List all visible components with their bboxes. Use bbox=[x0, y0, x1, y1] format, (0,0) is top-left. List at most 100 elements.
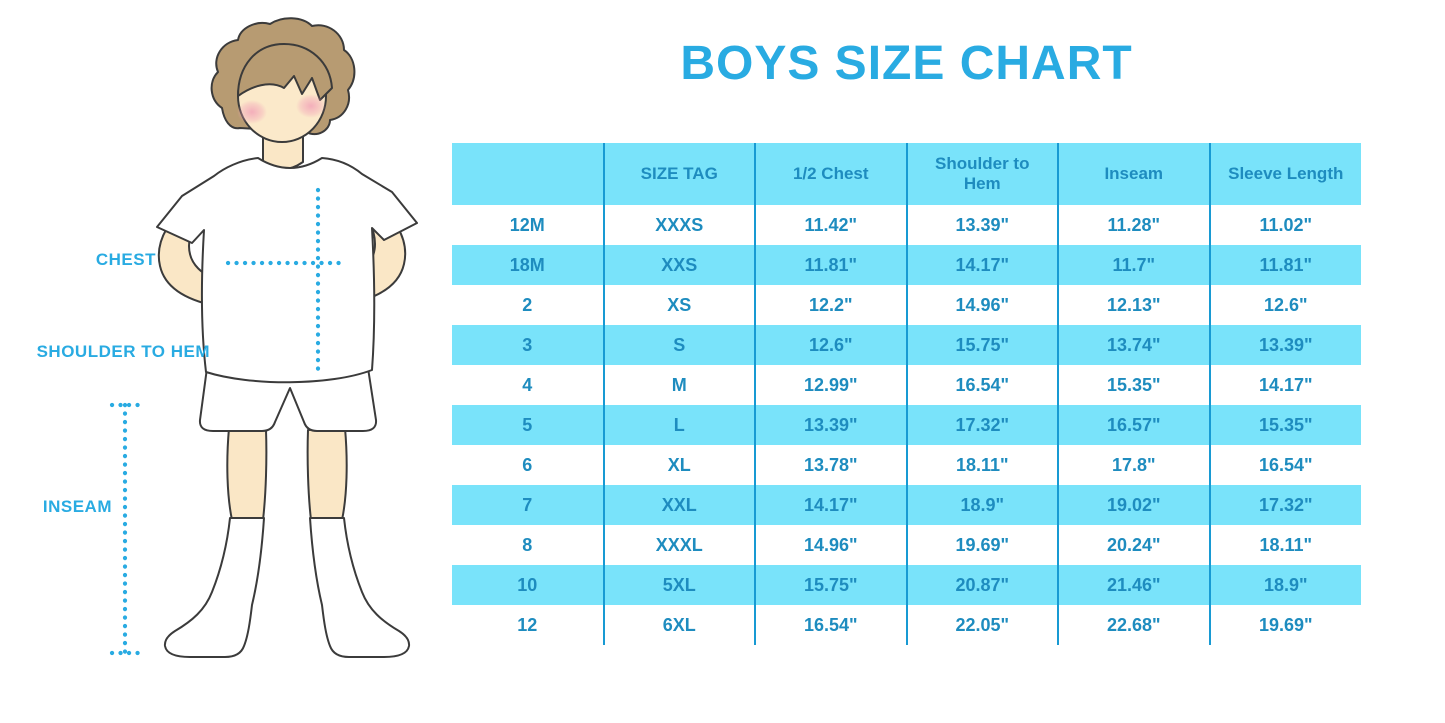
table-cell: 15.75" bbox=[754, 565, 907, 605]
table-cell: 3 bbox=[452, 325, 604, 365]
table-cell: 18.11" bbox=[905, 445, 1058, 485]
table-cell: 2 bbox=[522, 294, 533, 315]
table-cell: 18.9" bbox=[905, 485, 1058, 525]
table-cell: L bbox=[602, 405, 755, 445]
table-cell: 13.78" bbox=[754, 445, 907, 485]
table-cell: 6XL bbox=[602, 605, 755, 645]
measurement-guides bbox=[109, 187, 348, 656]
table-cell: 14.17" bbox=[1208, 365, 1361, 405]
table-cell: 22.05" bbox=[905, 605, 1058, 645]
table-cell: 13.39" bbox=[1208, 325, 1361, 365]
table-cell: 20.24" bbox=[1057, 525, 1210, 565]
boy-hair-fringe bbox=[237, 43, 333, 101]
boy-illustration bbox=[109, 17, 418, 658]
table-cell: 11.81" bbox=[754, 245, 907, 285]
table-cell: 12M bbox=[509, 214, 545, 235]
boy-legs bbox=[226, 427, 348, 521]
column-header-1-2-chest: 1/2 Chest bbox=[754, 143, 907, 205]
table-cell: 22.68" bbox=[1057, 605, 1210, 645]
table-cell: XL bbox=[602, 445, 755, 485]
table-row-size-3: 3 S 12.6" 15.75" 13.74" 13.39" bbox=[452, 325, 1361, 365]
table-cell: 18M bbox=[452, 245, 604, 285]
table-cell: 11.28" bbox=[1057, 205, 1210, 245]
table-cell: 12.6" bbox=[1208, 285, 1361, 325]
table-cell: 15.75" bbox=[905, 325, 1058, 365]
table-cell: 12.13" bbox=[1057, 285, 1210, 325]
table-cell: 8 bbox=[522, 534, 533, 555]
table-cell: 12.2" bbox=[754, 285, 907, 325]
chest-label: CHEST bbox=[95, 250, 156, 269]
table-cell: 15.35" bbox=[1208, 405, 1361, 445]
size-table: SIZE TAG 1/2 Chest Shoulder to Hem Inseam Sl… bbox=[452, 143, 1361, 645]
table-cell: 19.02" bbox=[1057, 485, 1210, 525]
table-row-size-10: 10 5XL 15.75" 20.87" 21.46" 18.9" bbox=[452, 565, 1361, 605]
table-cell: 18.11" bbox=[1208, 525, 1361, 565]
table-cell: 5XL bbox=[602, 565, 755, 605]
header-row: SIZE TAG 1/2 Chest Shoulder to Hem Inseam Sl… bbox=[452, 143, 1361, 205]
size-table-header: SIZE TAG 1/2 Chest Shoulder to Hem Inseam Sl… bbox=[452, 143, 1361, 205]
table-cell: XXL bbox=[602, 485, 755, 525]
table-row-size-18m: 18M XXS 11.81" 14.17" 11.7" 11.81" bbox=[452, 245, 1361, 285]
table-cell: XS bbox=[602, 285, 755, 325]
table-cell: 19.69" bbox=[905, 525, 1058, 565]
page-title: BOYS SIZE CHART bbox=[680, 37, 1133, 90]
table-cell: 16.57" bbox=[1057, 405, 1210, 445]
table-cell: 13.39" bbox=[754, 405, 907, 445]
table-row-size-8: 8 XXXL 14.96" 19.69" 20.24" 18.11" bbox=[452, 525, 1361, 565]
table-cell: 4 bbox=[522, 374, 533, 395]
table-row-size-7: 7 XXL 14.17" 18.9" 19.02" 17.32" bbox=[452, 485, 1361, 525]
table-cell: 17.32" bbox=[905, 405, 1058, 445]
table-row-size-12m: 12M XXXS 11.42" 13.39" 11.28" 11.02" bbox=[452, 205, 1361, 245]
column-header-inseam: Inseam bbox=[1057, 143, 1210, 205]
table-cell: XXXL bbox=[602, 525, 755, 565]
table-cell: 11.42" bbox=[754, 205, 907, 245]
boy-shirt bbox=[156, 157, 418, 384]
table-cell: 12 bbox=[517, 614, 538, 635]
table-cell: 14.17" bbox=[754, 485, 907, 525]
column-header-blank bbox=[452, 143, 604, 205]
table-cell: 16.54" bbox=[905, 365, 1058, 405]
boy-blush bbox=[237, 94, 326, 124]
table-cell: 6 bbox=[522, 454, 533, 475]
table-cell: 16.54" bbox=[754, 605, 907, 645]
table-row-size-6: 6 XL 13.78" 18.11" 17.8" 16.54" bbox=[452, 445, 1361, 485]
table-cell: 17.8" bbox=[1057, 445, 1210, 485]
table-cell: XXS bbox=[602, 245, 755, 285]
table-cell: 5 bbox=[452, 405, 604, 445]
table-cell: 11.81" bbox=[1208, 245, 1361, 285]
table-cell: 15.35" bbox=[1057, 365, 1210, 405]
table-cell: 7 bbox=[452, 485, 604, 525]
table-cell: 17.32" bbox=[1208, 485, 1361, 525]
boy-head bbox=[210, 17, 356, 143]
table-row-size-2: 2 XS 12.2" 14.96" 12.13" 12.6" bbox=[452, 285, 1361, 325]
table-cell: 19.69" bbox=[1208, 605, 1361, 645]
size-table-body: 12M XXXS 11.42" 13.39" 11.28" 11.02" 18M XXS 11.… bbox=[452, 205, 1361, 645]
boy-shorts bbox=[198, 367, 378, 432]
table-cell: 11.7" bbox=[1057, 245, 1210, 285]
table-cell: 11.02" bbox=[1208, 205, 1361, 245]
table-cell: 18.9" bbox=[1208, 565, 1361, 605]
table-row-size-5: 5 L 13.39" 17.32" 16.57" 15.35" bbox=[452, 405, 1361, 445]
inseam-label: INSEAM bbox=[42, 497, 112, 516]
table-row-size-4: 4 M 12.99" 16.54" 15.35" 14.17" bbox=[452, 365, 1361, 405]
table-cell: 12.6" bbox=[754, 325, 907, 365]
table-cell: 12.99" bbox=[754, 365, 907, 405]
column-header-sleeve-length: Sleeve Length bbox=[1208, 143, 1361, 205]
table-cell: 21.46" bbox=[1057, 565, 1210, 605]
table-cell: 14.17" bbox=[905, 245, 1058, 285]
table-cell: M bbox=[602, 365, 755, 405]
table-cell: 20.87" bbox=[905, 565, 1058, 605]
table-cell: XXXS bbox=[602, 205, 755, 245]
table-cell: 13.39" bbox=[905, 205, 1058, 245]
table-cell: 14.96" bbox=[754, 525, 907, 565]
table-cell: 14.96" bbox=[905, 285, 1058, 325]
table-row-size-12: 12 6XL 16.54" 22.05" 22.68" 19.69" bbox=[452, 605, 1361, 645]
column-header-size-tag: SIZE TAG bbox=[602, 143, 755, 205]
table-cell: S bbox=[602, 325, 755, 365]
shoulder-to-hem-label: SHOULDER TO HEM bbox=[36, 342, 210, 361]
column-header-shoulder-to-hem: Shoulder to Hem bbox=[905, 143, 1058, 205]
boy-socks bbox=[163, 517, 411, 658]
table-cell: 10 bbox=[452, 565, 604, 605]
table-cell: 13.74" bbox=[1057, 325, 1210, 365]
